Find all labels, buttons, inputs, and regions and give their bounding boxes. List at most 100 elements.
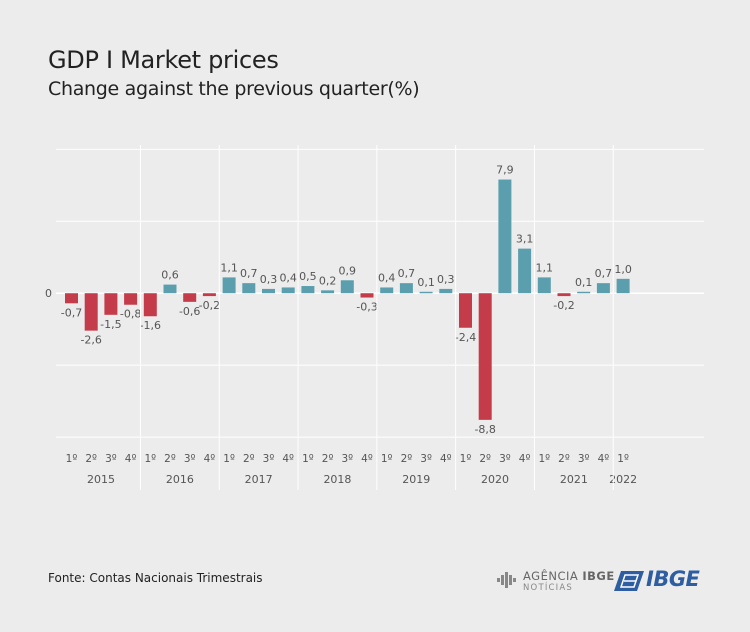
bar-2017-q3 xyxy=(262,288,275,294)
quarter-tick-label: 4º xyxy=(440,453,452,465)
quarter-tick-label: 2º xyxy=(164,453,176,465)
year-tick-label: 2015 xyxy=(87,473,115,486)
quarter-tick-label: 4º xyxy=(519,453,531,465)
chart-subtitle: Change against the previous quarter(%) xyxy=(48,78,420,100)
data-label: 0,7 xyxy=(240,267,258,280)
bar-2017-q4 xyxy=(281,287,295,294)
bar-2018-q3 xyxy=(340,280,354,294)
data-label: -2,6 xyxy=(80,334,101,347)
data-label: 1,1 xyxy=(220,261,238,274)
bar-2016-q2 xyxy=(163,284,177,294)
agencia-sub: NOTÍCIAS xyxy=(523,583,573,593)
year-tick-label: 2020 xyxy=(481,473,509,486)
year-tick-label: 2017 xyxy=(245,473,273,486)
data-label: 1,1 xyxy=(536,261,554,274)
quarter-tick-label: 2º xyxy=(401,453,413,465)
data-label: 0,5 xyxy=(299,270,317,283)
data-label: 0,1 xyxy=(417,276,435,289)
year-tick-label: 2021 xyxy=(560,473,588,486)
data-label: 0,4 xyxy=(378,271,396,284)
data-label: -0,8 xyxy=(120,308,141,321)
bar-2020-q2 xyxy=(478,293,492,420)
bar-2021-q1 xyxy=(537,277,551,294)
data-label: 0,1 xyxy=(575,276,593,289)
data-label: -2,4 xyxy=(455,331,476,344)
year-tick-label: 2022 xyxy=(609,473,637,486)
quarter-tick-label: 3º xyxy=(184,453,196,465)
agencia-ibge-logo[interactable]: AGÊNCIA IBGE NOTÍCIAS xyxy=(497,567,614,595)
quarter-tick-label: 4º xyxy=(282,453,294,465)
ibge-wordmark: IBGE xyxy=(646,567,700,591)
bar-2020-q4 xyxy=(518,248,532,294)
year-tick-label: 2019 xyxy=(402,473,430,486)
bar-2020-q3 xyxy=(498,179,512,294)
bar-2021-q3 xyxy=(577,291,591,294)
bar-2021-q4 xyxy=(596,283,610,294)
data-label: -0,2 xyxy=(199,299,220,312)
quarter-tick-label: 1º xyxy=(223,453,235,465)
bar-2020-q1 xyxy=(459,293,472,328)
data-label: 1,0 xyxy=(614,263,632,276)
bar-2019-q4 xyxy=(439,288,453,294)
quarter-tick-label: 2º xyxy=(243,453,255,465)
data-label: 0,7 xyxy=(595,267,613,280)
bar-2019-q2 xyxy=(399,283,413,294)
quarter-tick-label: 4º xyxy=(361,453,373,465)
bar-2016-q1 xyxy=(143,293,157,317)
data-label: -0,3 xyxy=(356,301,377,314)
bar-2019-q3 xyxy=(419,291,433,294)
zero-tick-label: 0 xyxy=(45,287,52,300)
chart-title: GDP I Market prices xyxy=(48,46,279,74)
agencia-brand: IBGE xyxy=(582,569,615,583)
data-label: -1,6 xyxy=(140,319,161,332)
year-tick-label: 2018 xyxy=(323,473,351,486)
bar-2016-q3 xyxy=(183,293,197,302)
data-label: 0,9 xyxy=(339,264,357,277)
agencia-name: AGÊNCIA IBGE xyxy=(523,569,615,583)
quarter-tick-label: 3º xyxy=(341,453,353,465)
quarter-tick-label: 2º xyxy=(85,453,97,465)
agencia-mark-icon xyxy=(497,572,516,588)
bar-2018-q1 xyxy=(301,286,315,294)
bar-2021-q2 xyxy=(557,293,571,297)
bar-2019-q1 xyxy=(380,287,394,294)
bar-2016-q4 xyxy=(202,293,216,297)
bar-2018-q2 xyxy=(321,290,335,294)
data-label: -0,6 xyxy=(179,305,200,318)
bar-2017-q1 xyxy=(222,277,236,294)
ibge-logo[interactable]: IBGE xyxy=(614,567,709,597)
quarter-tick-label: 1º xyxy=(460,453,472,465)
data-label: -1,5 xyxy=(100,318,121,331)
quarter-tick-label: 3º xyxy=(578,453,590,465)
quarter-tick-label: 3º xyxy=(263,453,275,465)
data-label: 0,6 xyxy=(161,269,179,282)
data-label: 0,4 xyxy=(279,271,297,284)
data-label: 0,3 xyxy=(437,273,455,286)
bar-2015-q2 xyxy=(84,293,98,331)
data-label: 0,2 xyxy=(319,274,337,287)
quarter-tick-label: 1º xyxy=(66,453,78,465)
quarter-tick-label: 1º xyxy=(617,453,629,465)
bar-2015-q4 xyxy=(124,293,138,305)
ibge-mark-icon xyxy=(614,571,644,591)
quarter-tick-label: 4º xyxy=(598,453,610,465)
quarter-tick-label: 2º xyxy=(322,453,334,465)
quarter-tick-label: 3º xyxy=(105,453,117,465)
quarter-tick-label: 1º xyxy=(302,453,314,465)
bar-2015-q3 xyxy=(104,293,118,315)
source-note: Fonte: Contas Nacionais Trimestrais xyxy=(48,571,263,585)
bar-2018-q4 xyxy=(360,293,374,298)
data-label: 0,7 xyxy=(398,267,416,280)
quarter-tick-label: 4º xyxy=(204,453,216,465)
data-label: -0,7 xyxy=(61,306,82,319)
data-label: 0,3 xyxy=(260,273,278,286)
quarter-tick-label: 2º xyxy=(558,453,570,465)
year-tick-label: 2016 xyxy=(166,473,194,486)
data-label: -8,8 xyxy=(474,423,495,436)
quarter-tick-label: 1º xyxy=(381,453,393,465)
data-label: -0,2 xyxy=(553,299,574,312)
quarter-tick-label: 3º xyxy=(499,453,511,465)
bar-2022-q1 xyxy=(616,278,630,294)
data-label: 7,9 xyxy=(496,164,514,177)
